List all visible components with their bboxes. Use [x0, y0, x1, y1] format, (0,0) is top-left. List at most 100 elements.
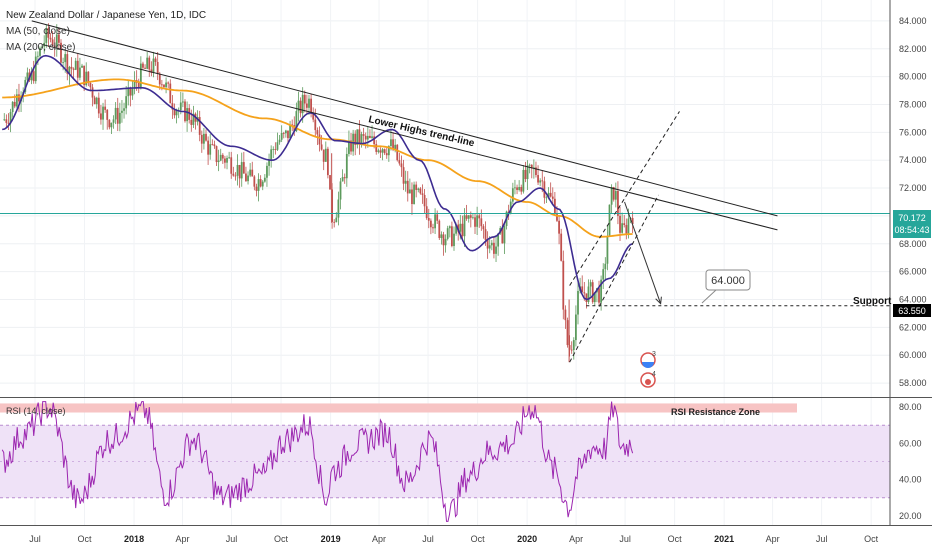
candle-body: [375, 144, 378, 152]
candle-body: [207, 140, 210, 155]
candle-body: [127, 87, 130, 97]
candle-body: [436, 214, 439, 221]
candle-body: [171, 103, 174, 110]
candle-body: [358, 129, 361, 144]
rsi-line: [1, 401, 634, 522]
candle-body: [345, 153, 348, 179]
candle-body: [362, 134, 365, 136]
candle-body: [108, 119, 111, 128]
candle-body: [11, 101, 14, 113]
candle-body: [379, 150, 382, 153]
candle-body: [312, 113, 315, 120]
candle-body: [337, 199, 340, 218]
candle-body: [514, 187, 516, 189]
candle-body: [453, 233, 455, 247]
candle-body: [261, 181, 264, 187]
candle-body: [203, 133, 205, 144]
candle-body: [350, 140, 352, 152]
candle-body: [486, 239, 489, 249]
candle-body: [308, 98, 310, 108]
candle-body: [556, 213, 558, 221]
candle-body: [169, 83, 172, 104]
candle-body: [291, 124, 294, 126]
candle-body: [62, 62, 65, 63]
candle-body: [240, 162, 243, 179]
time-tick-label: Apr: [766, 534, 780, 544]
candle-body: [152, 58, 155, 73]
candle-body: [64, 54, 67, 63]
candle-body: [482, 226, 485, 230]
candle-body: [524, 169, 527, 180]
candle-body: [167, 82, 170, 84]
candle-body: [34, 56, 37, 82]
candle-body: [627, 218, 630, 234]
candle-body: [91, 87, 94, 98]
candle-body: [381, 149, 384, 153]
candle-body: [364, 135, 367, 140]
projection-arrowhead: [655, 296, 662, 305]
candle-body: [41, 46, 43, 48]
candle-body: [589, 282, 592, 287]
candle-body: [255, 186, 258, 191]
candle-body: [263, 177, 266, 182]
candle-body: [247, 175, 249, 182]
candle-body: [537, 175, 539, 183]
candle-body: [116, 107, 119, 124]
candle-body: [585, 293, 588, 303]
candle-body: [602, 269, 605, 280]
candle-body: [7, 122, 10, 124]
candle-body: [566, 320, 569, 346]
candle-body: [541, 180, 544, 182]
price-tick-label: 60.000: [899, 350, 927, 360]
candle-body: [547, 192, 550, 198]
candle-body: [139, 63, 142, 88]
trendline-channel-lower: [569, 194, 659, 363]
candle-body: [144, 67, 146, 69]
candle-body: [421, 193, 424, 195]
candle-body: [446, 228, 449, 239]
candle-body: [133, 80, 136, 89]
target-label: 64.000: [711, 275, 745, 287]
candle-body: [104, 106, 107, 110]
time-tick-label: Jul: [29, 534, 41, 544]
candle-body: [118, 112, 121, 124]
candle-body: [200, 134, 203, 144]
candle-body: [440, 234, 443, 238]
candle-body: [112, 119, 115, 123]
candle-body: [385, 153, 388, 156]
svg-text:4: 4: [652, 371, 656, 378]
time-tick-label: Oct: [668, 534, 683, 544]
indicator-lines: [2, 54, 633, 301]
candle-body: [394, 144, 397, 150]
candle-body: [188, 108, 191, 120]
event-marker-4[interactable]: 4: [640, 371, 656, 388]
candle-body: [320, 144, 323, 150]
candle-body: [13, 101, 16, 107]
candle-body: [518, 187, 521, 190]
time-tick-label: Oct: [78, 534, 93, 544]
candle-body: [148, 57, 151, 70]
candle-body: [572, 340, 575, 350]
candle-body: [360, 134, 363, 144]
candle-body: [415, 184, 418, 190]
candle-body: [356, 129, 359, 145]
candle-body: [234, 175, 237, 177]
candle-body: [268, 159, 270, 166]
candle-body: [114, 107, 117, 120]
event-marker-3[interactable]: 3: [640, 351, 656, 368]
svg-text:63.550: 63.550: [898, 306, 926, 316]
candle-body: [18, 94, 20, 102]
candle-body: [631, 217, 634, 225]
candle-body: [165, 82, 167, 88]
price-tick-label: 84.000: [899, 16, 927, 26]
rsi-tick-label: 80.00: [899, 402, 922, 412]
candle-body: [343, 177, 346, 179]
target-box[interactable]: [705, 269, 751, 291]
candle-body: [371, 136, 373, 138]
drawings: [0, 20, 890, 363]
candle-body: [47, 28, 50, 38]
candle-body: [129, 87, 132, 96]
candle-body: [192, 113, 195, 125]
candle-body: [238, 164, 241, 179]
